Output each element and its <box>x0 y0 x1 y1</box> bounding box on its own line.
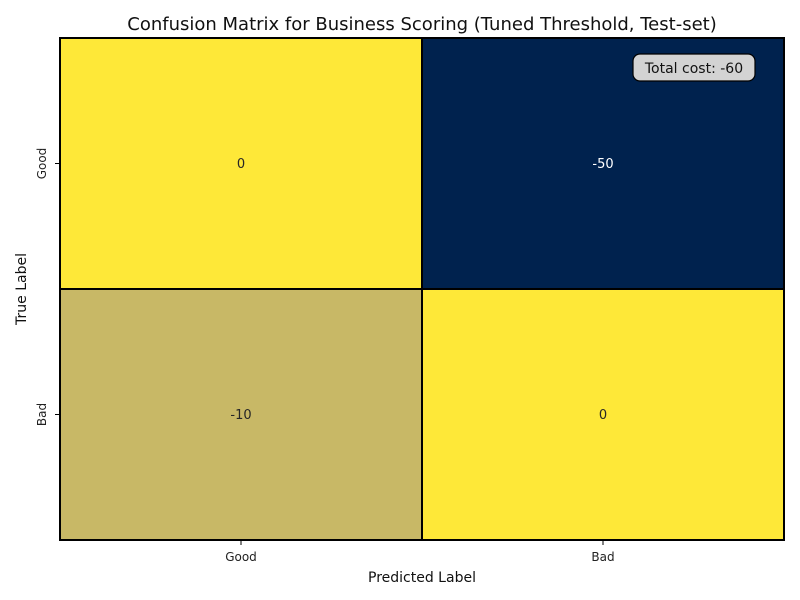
cell-value-label: -50 <box>592 157 613 172</box>
heatmap-cell <box>59 37 423 290</box>
y-axis-ticks: Good Bad <box>35 148 60 426</box>
cell-value-label: 0 <box>237 157 245 172</box>
y-axis-label: True Label <box>14 253 30 326</box>
cell-value-labels: 0 -50 -10 0 <box>230 157 613 423</box>
y-tick-label: Bad <box>35 403 49 426</box>
chart-title: Confusion Matrix for Business Scoring (T… <box>127 14 716 35</box>
x-tick-label: Good <box>225 550 257 564</box>
heatmap-cells <box>59 37 785 541</box>
x-tick-label: Bad <box>591 550 614 564</box>
x-axis-ticks: Good Bad <box>225 540 615 564</box>
y-tick-label: Good <box>35 148 49 180</box>
annotation-text: Total cost: -60 <box>644 61 743 77</box>
cell-value-label: 0 <box>599 408 607 423</box>
cell-value-label: -10 <box>230 408 251 423</box>
x-axis-label: Predicted Label <box>368 570 476 586</box>
heatmap-frame <box>59 37 785 541</box>
total-cost-annotation: Total cost: -60 <box>632 53 756 82</box>
heatmap-cell <box>421 288 785 541</box>
heatmap-cell <box>59 288 423 541</box>
annotation-box <box>632 53 756 82</box>
